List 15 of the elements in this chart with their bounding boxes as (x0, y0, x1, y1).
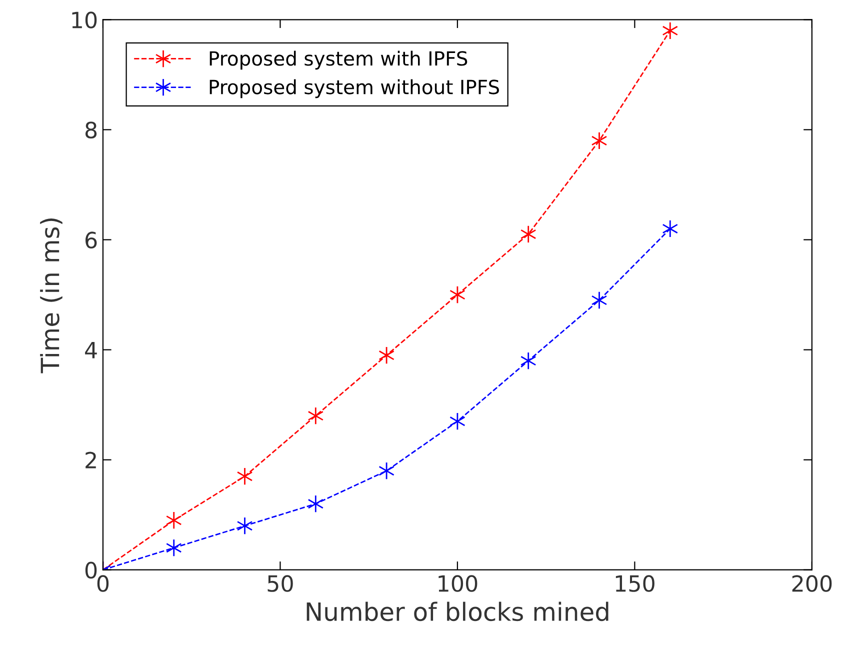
x-tick-label: 50 (268, 575, 293, 592)
y-tick-label: 10 (72, 12, 97, 28)
y-tick-label: 8 (85, 122, 97, 138)
x-tick-label: 0 (97, 575, 109, 592)
y-tick-label: 6 (86, 232, 97, 248)
y-axis-title: Time (in ms) (40, 218, 62, 374)
y-tick-label: 4 (85, 342, 97, 358)
legend-label: Proposed system with IPFS (210, 50, 468, 70)
y-tick-label: 0 (85, 562, 97, 579)
x-axis-title: Number of blocks mined (306, 602, 608, 622)
y-tick-label: 2 (86, 452, 96, 468)
legend-label: Proposed system without IPFS (210, 79, 499, 98)
x-tick-label: 200 (792, 575, 832, 592)
x-tick-label: 150 (616, 575, 654, 592)
x-tick-label: 100 (438, 575, 478, 592)
